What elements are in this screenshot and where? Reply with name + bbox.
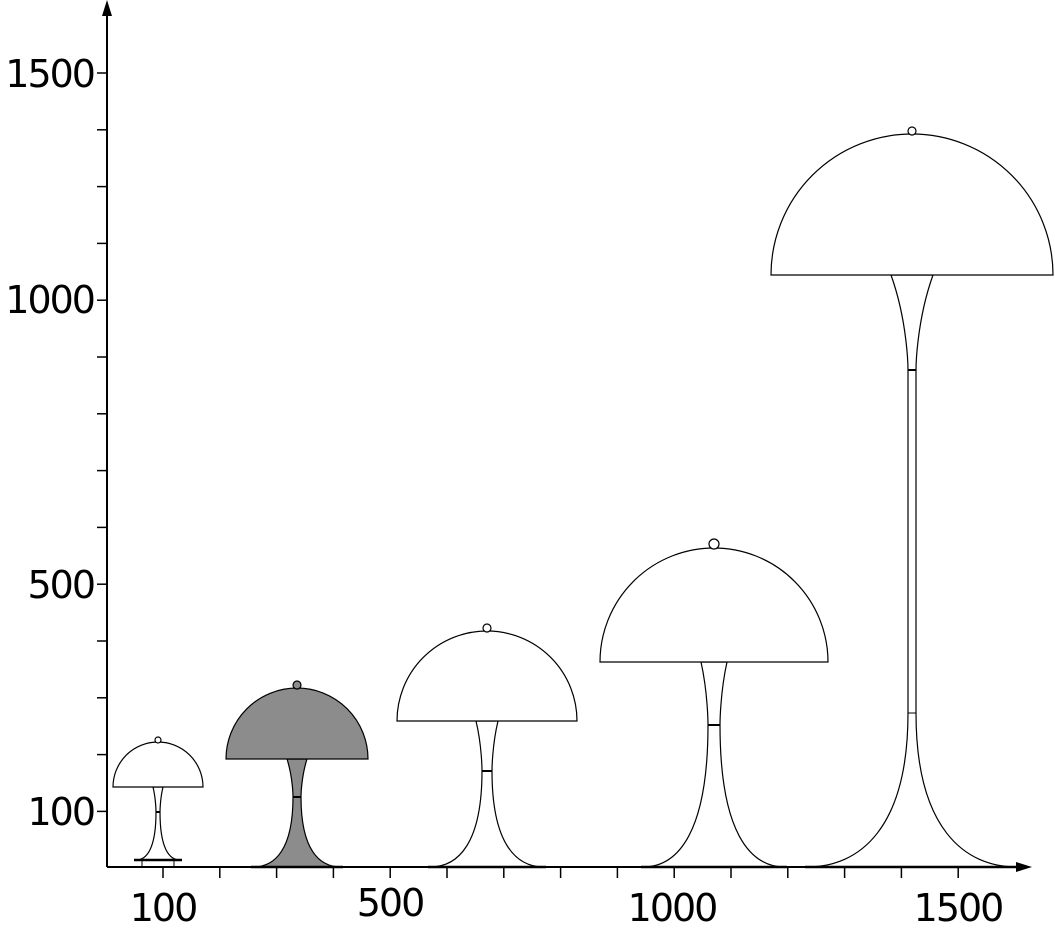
lamp-stem <box>806 274 1018 868</box>
x-label: 500 <box>357 881 424 925</box>
lamp-knob <box>482 623 492 633</box>
lamp-stem <box>642 661 786 868</box>
lamp-knob <box>292 680 302 690</box>
y-label: 1500 <box>5 52 94 96</box>
lamp <box>770 126 1054 869</box>
lamp-shade <box>112 741 204 788</box>
lamp-knob <box>907 126 917 136</box>
y-label: 100 <box>27 790 94 834</box>
lamp-shade <box>225 687 369 760</box>
x-label: 1500 <box>914 886 1003 930</box>
lamp-shade <box>599 547 829 663</box>
x-label: 1000 <box>628 886 717 930</box>
x-label: 100 <box>130 886 197 930</box>
lamp-knob <box>708 538 720 550</box>
lamp-stem <box>252 758 342 868</box>
ticks <box>97 72 959 878</box>
y-label: 500 <box>27 563 94 607</box>
x-arrow <box>1016 862 1032 872</box>
x-labels: 100 500 1000 1500 <box>130 881 1005 930</box>
lamp-shade <box>396 630 578 722</box>
lamp-stem <box>429 720 545 868</box>
lamp <box>112 736 204 867</box>
lamp-knob <box>154 736 162 744</box>
lamp-shade <box>770 133 1054 276</box>
lamp-stem <box>135 786 181 861</box>
lamp <box>599 538 829 869</box>
y-label: 1000 <box>5 278 94 322</box>
lamp <box>396 623 578 869</box>
y-labels: 1500 1000 500 100 <box>5 52 96 834</box>
y-arrow <box>102 0 112 16</box>
lamp <box>225 680 369 869</box>
lamps <box>112 126 1054 869</box>
